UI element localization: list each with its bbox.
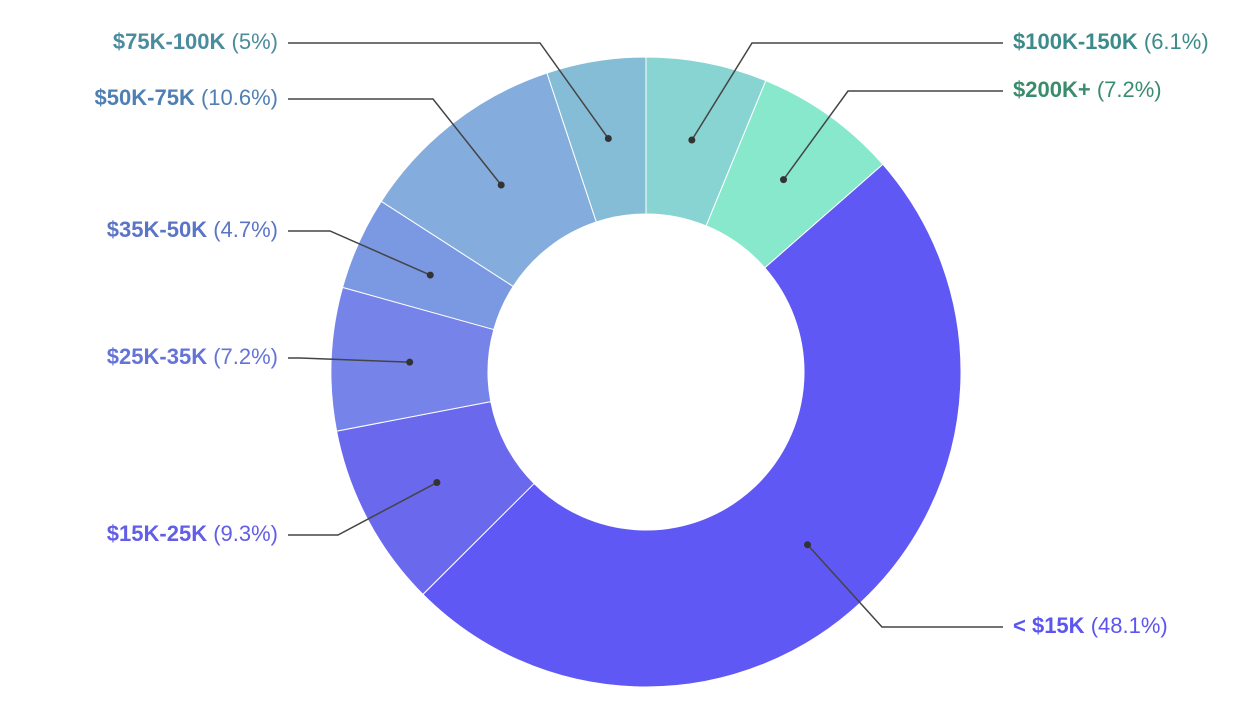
value-label: (48.1%) bbox=[1091, 613, 1168, 638]
slice-label: $200K+ (7.2%) bbox=[1013, 77, 1162, 102]
leader-dot bbox=[780, 176, 788, 184]
leader-dot bbox=[804, 541, 812, 549]
category-label: $50K-75K bbox=[95, 85, 195, 110]
slice-label: < $15K (48.1%) bbox=[1013, 613, 1168, 638]
slice bbox=[422, 163, 962, 688]
slice-label: $25K-35K (7.2%) bbox=[107, 344, 278, 369]
leader-line bbox=[288, 230, 431, 276]
leader-line bbox=[806, 544, 1003, 628]
value-label: (6.1%) bbox=[1144, 29, 1209, 54]
slice bbox=[546, 56, 647, 223]
value-label: (5%) bbox=[232, 29, 278, 54]
leader-line bbox=[782, 90, 1003, 181]
slice-label: $50K-75K (10.6%) bbox=[95, 85, 278, 110]
value-label: (7.2%) bbox=[213, 344, 278, 369]
leader-dot bbox=[406, 358, 414, 366]
leader-dot bbox=[688, 136, 696, 144]
category-label: $15K-25K bbox=[107, 521, 207, 546]
leader-dot bbox=[497, 181, 505, 189]
slice-label: $100K-150K (6.1%) bbox=[1013, 29, 1209, 54]
category-label: $100K-150K bbox=[1013, 29, 1138, 54]
leader-line bbox=[691, 42, 1003, 141]
category-label: $75K-100K bbox=[113, 29, 226, 54]
value-label: (4.7%) bbox=[213, 217, 278, 242]
leader-line bbox=[288, 357, 410, 363]
category-label: $35K-50K bbox=[107, 217, 207, 242]
leader-dot bbox=[426, 271, 434, 279]
category-label: < $15K bbox=[1013, 613, 1085, 638]
value-label: (10.6%) bbox=[201, 85, 278, 110]
category-label: $25K-35K bbox=[107, 344, 207, 369]
slice-label: $15K-25K (9.3%) bbox=[107, 521, 278, 546]
leader-line bbox=[288, 42, 609, 139]
value-label: (9.3%) bbox=[213, 521, 278, 546]
category-label: $200K+ bbox=[1013, 77, 1091, 102]
leader-dot bbox=[433, 479, 441, 487]
slice-label: $75K-100K (5%) bbox=[113, 29, 278, 54]
leader-line bbox=[288, 481, 438, 536]
slice-label: $35K-50K (4.7%) bbox=[107, 217, 278, 242]
leader-line bbox=[288, 98, 502, 186]
value-label: (7.2%) bbox=[1097, 77, 1162, 102]
leader-dot bbox=[604, 135, 612, 143]
